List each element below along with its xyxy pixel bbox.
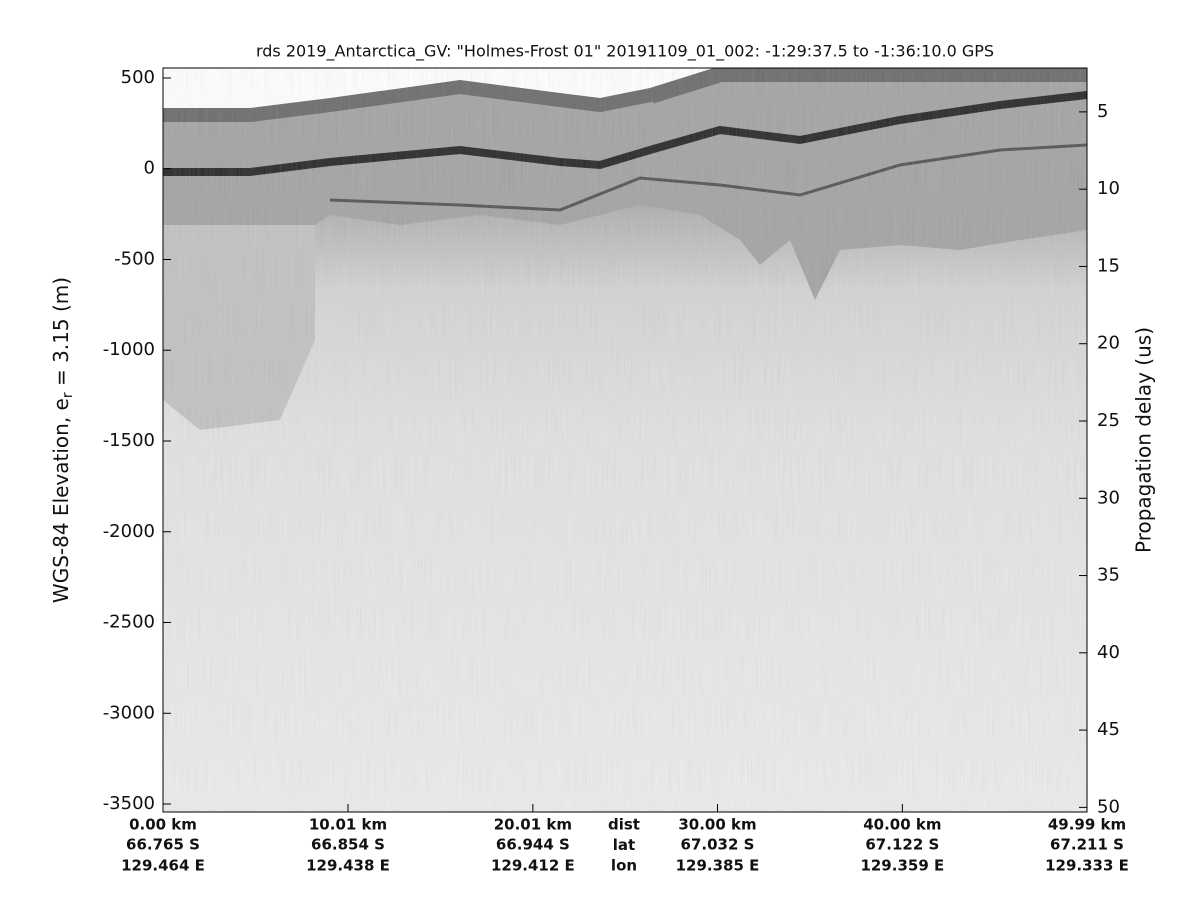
x-lon-label: 129.359 E: [860, 857, 944, 875]
x-tick-label: 49.99 km: [1048, 816, 1126, 834]
y-tick-label: 0: [144, 158, 155, 179]
echogram-image: [163, 68, 1087, 812]
x-lon-label: 129.385 E: [676, 857, 760, 875]
x-lat-label: 66.944 S: [496, 836, 570, 854]
y-tick-label: 500: [121, 67, 155, 88]
y-tick-label: -1000: [103, 339, 155, 360]
x-row-name: dist: [608, 816, 640, 834]
x-lat-label: 67.122 S: [865, 836, 939, 854]
x-row-name: lon: [611, 857, 637, 875]
y-axis-label: WGS-84 Elevation, er = 3.15 (m): [49, 277, 77, 603]
y2-tick-label: 30: [1097, 487, 1120, 508]
x-tick-label: 30.00 km: [678, 816, 756, 834]
y-label-tail: = 3.15 (m): [49, 277, 73, 392]
x-tick-label: 10.01 km: [309, 816, 387, 834]
chart-title: rds 2019_Antarctica_GV: "Holmes-Frost 01…: [256, 42, 994, 62]
x-lon-label: 129.412 E: [491, 857, 575, 875]
x-lon-label: 129.333 E: [1045, 857, 1129, 875]
y-tick-label: -1500: [103, 430, 155, 451]
y-label-main: WGS-84 Elevation, e: [49, 398, 73, 603]
y-label-subscript: r: [60, 392, 76, 398]
y2-tick-label: 35: [1097, 565, 1120, 586]
x-lat-label: 66.765 S: [126, 836, 200, 854]
y-tick-label: -2500: [103, 612, 155, 633]
y-tick-label: -500: [114, 248, 155, 269]
y2-tick-label: 25: [1097, 410, 1120, 431]
x-tick-label: 40.00 km: [863, 816, 941, 834]
y2-tick-label: 5: [1097, 101, 1108, 122]
x-tick-label: 20.01 km: [494, 816, 572, 834]
x-lon-label: 129.438 E: [306, 857, 390, 875]
x-lat-label: 66.854 S: [311, 836, 385, 854]
x-lat-label: 67.211 S: [1050, 836, 1124, 854]
y2-tick-label: 15: [1097, 255, 1120, 276]
x-lat-label: 67.032 S: [681, 836, 755, 854]
y2-tick-label: 45: [1097, 719, 1120, 740]
y-tick-label: -3500: [103, 793, 155, 814]
y2-tick-label: 20: [1097, 333, 1120, 354]
x-row-name: lat: [613, 836, 635, 854]
y2-tick-label: 40: [1097, 642, 1120, 663]
y2-tick-label: 10: [1097, 178, 1120, 199]
x-tick-label: 0.00 km: [129, 816, 197, 834]
y-tick-label: -2000: [103, 521, 155, 542]
y-tick-label: -3000: [103, 702, 155, 723]
plot-frame: [162, 67, 1088, 813]
y2-axis-label: Propagation delay (us): [1132, 327, 1156, 553]
x-lon-label: 129.464 E: [121, 857, 205, 875]
y2-tick-label: 50: [1097, 796, 1120, 817]
